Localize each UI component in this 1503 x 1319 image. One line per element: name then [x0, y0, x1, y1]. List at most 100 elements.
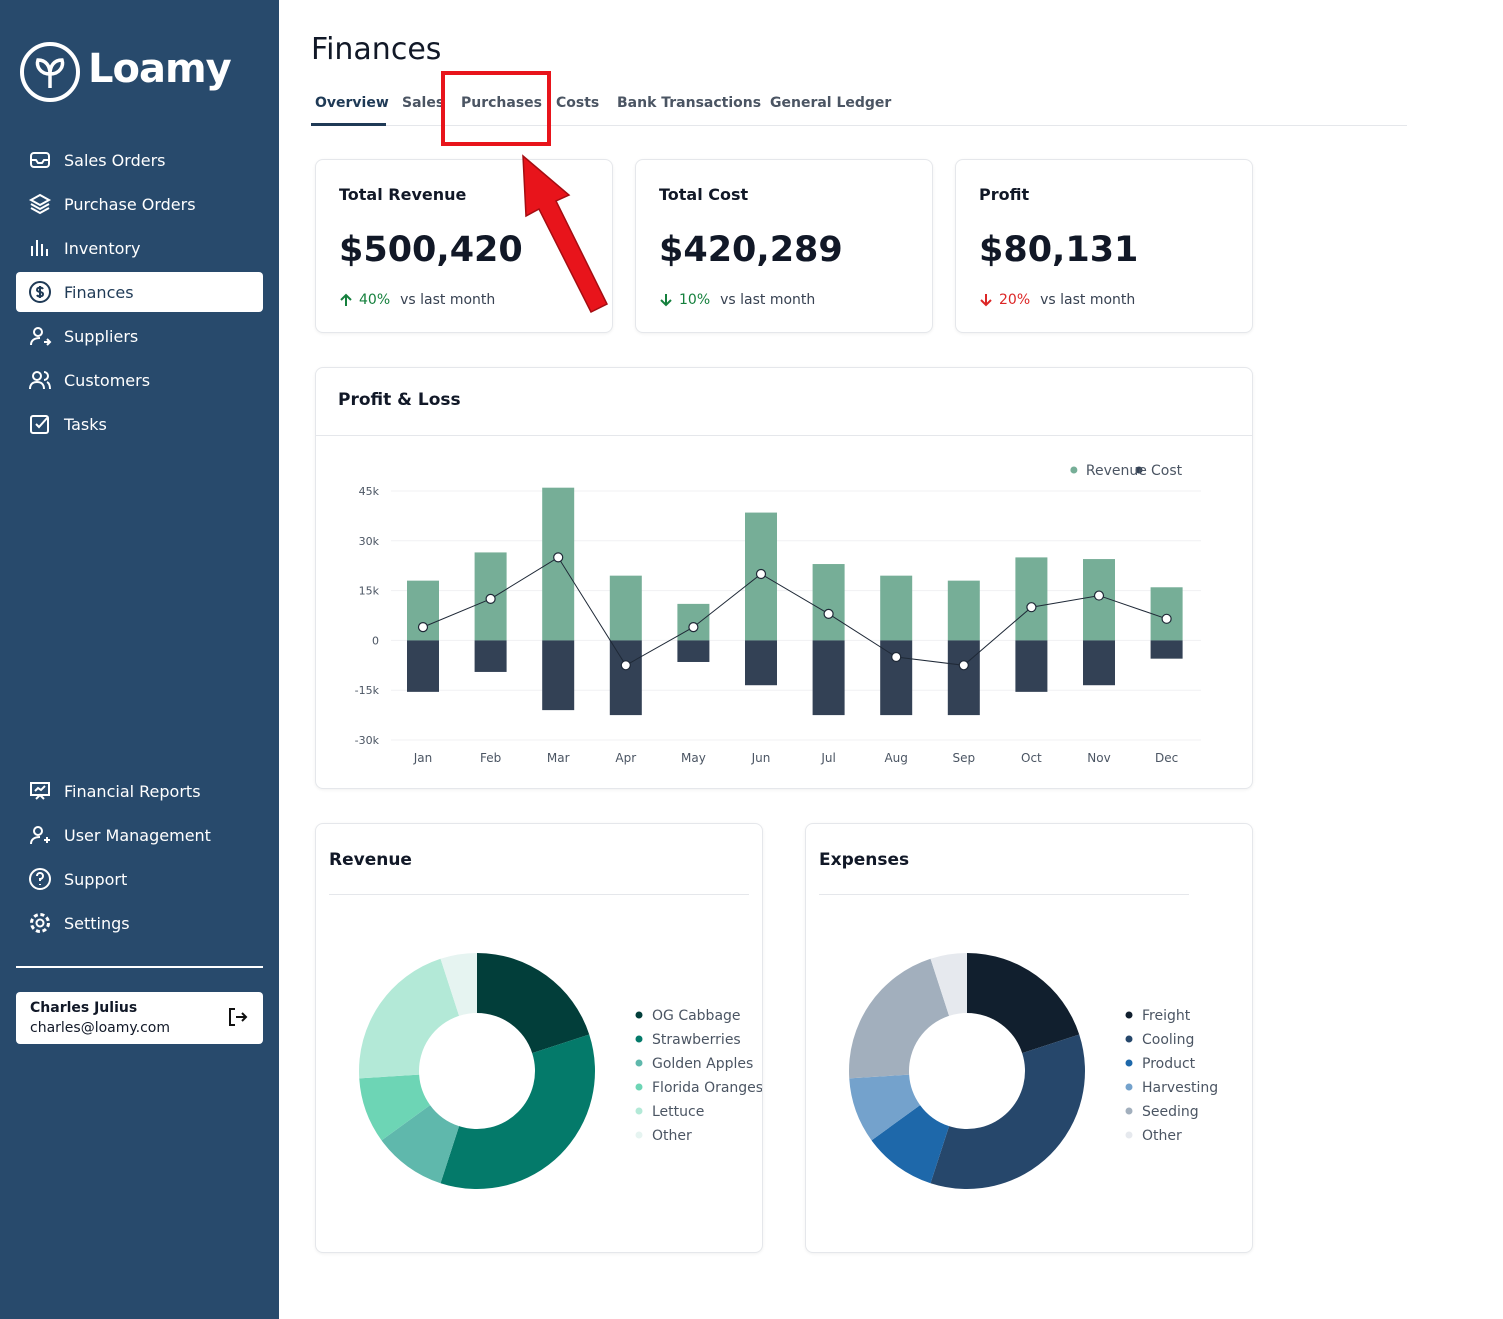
logo-icon	[20, 42, 80, 102]
kpi-label: Total Cost	[659, 185, 749, 204]
x-tick-label: Jul	[820, 751, 835, 765]
legend-label: Freight	[1142, 1008, 1191, 1024]
nav-item[interactable]: Financial Reports	[16, 771, 263, 811]
x-tick-label: Oct	[1021, 751, 1042, 765]
nav-label: Financial Reports	[64, 781, 201, 801]
nav-item[interactable]: Inventory	[16, 228, 263, 268]
bar	[677, 640, 710, 662]
bar	[1015, 557, 1048, 641]
nav-item[interactable]: Purchase Orders	[16, 184, 263, 224]
bar	[1150, 640, 1183, 659]
bar-chart: 45k 30k 15k 0 -15k -30k Jan Feb Mar Apr May Jun Jul A…	[355, 463, 1201, 765]
nav-label: Settings	[64, 913, 130, 933]
nav-item[interactable]: Customers	[16, 360, 263, 400]
legend-label: Cooling	[1142, 1032, 1194, 1048]
kpi-value: $500,420	[339, 230, 523, 270]
expenses-card: Expenses Freight Cooling Product Harvesting…	[805, 823, 1253, 1253]
legend-label: Golden Apples	[652, 1056, 753, 1072]
nav-item[interactable]: Tasks	[16, 404, 263, 444]
nav-label: Purchase Orders	[64, 194, 196, 214]
tab[interactable]: Overview	[315, 95, 389, 111]
nav-label: Suppliers	[64, 326, 139, 346]
donut-slice	[477, 953, 590, 1054]
x-tick-label: Mar	[547, 751, 570, 765]
donut-slice	[440, 1034, 595, 1189]
y-tick-label: 30k	[359, 535, 380, 548]
line-point	[485, 593, 496, 604]
nav-label: Support	[64, 869, 128, 889]
donut-slice	[930, 1034, 1085, 1189]
legend-marker	[1125, 1059, 1133, 1067]
bar	[542, 640, 575, 711]
line	[422, 556, 1167, 666]
legend-label: Other	[652, 1128, 692, 1144]
tab[interactable]: Costs	[556, 95, 600, 111]
donut-slice	[359, 1074, 431, 1141]
bar	[880, 575, 913, 641]
card-title: Revenue	[329, 850, 412, 870]
change-note: vs last month	[400, 292, 496, 308]
change-note: vs last month	[1040, 292, 1136, 308]
donut-slice	[359, 958, 460, 1079]
nav-item[interactable]: User Management	[16, 815, 263, 855]
page-title: Finances	[311, 32, 442, 67]
line-point	[417, 622, 429, 633]
x-tick-label: Feb	[480, 751, 501, 765]
revenue-card: Revenue OG Cabbage Strawberries Golden App…	[315, 823, 763, 1253]
bar	[1015, 640, 1048, 692]
legend-marker	[635, 1083, 643, 1091]
donut-slice	[967, 953, 1080, 1054]
tab[interactable]: Bank Transactions	[617, 95, 762, 111]
y-tick-label: 45k	[359, 485, 380, 498]
brand: Loamy	[88, 46, 232, 92]
y-tick-label: 15k	[359, 585, 380, 598]
legend-marker	[1125, 1083, 1133, 1091]
x-tick-label: Sep	[952, 751, 975, 765]
tab[interactable]: Purchases	[461, 95, 543, 111]
donut-slice	[849, 958, 950, 1079]
card-title: Expenses	[819, 850, 910, 870]
tab[interactable]: General Ledger	[770, 95, 892, 111]
legend-marker	[1125, 1011, 1133, 1019]
nav-item[interactable]: Finances	[16, 272, 263, 312]
nav-item[interactable]: Settings	[16, 903, 263, 943]
kpi-value: $420,289	[659, 230, 843, 270]
bar	[880, 640, 913, 716]
legend-label: OG Cabbage	[652, 1008, 741, 1024]
line-point	[755, 568, 767, 580]
change-note: vs last month	[720, 292, 816, 308]
legend-marker	[1135, 466, 1143, 474]
donut-chart: OG Cabbage Strawberries Golden Apples Flori…	[359, 953, 762, 1189]
logout-button[interactable]	[226, 1006, 248, 1028]
donut-slice	[930, 953, 967, 1016]
kpi-label: Total Revenue	[339, 185, 467, 204]
divider	[16, 966, 263, 968]
donut-slice	[440, 953, 477, 1016]
nav-item[interactable]: Suppliers	[16, 316, 263, 356]
nav-label: Inventory	[64, 238, 141, 258]
y-tick-label: -30k	[355, 734, 380, 747]
tab-divider	[311, 125, 1407, 126]
kpi-card: Total Cost $420,289 10% vs last month	[635, 159, 933, 333]
x-tick-label: Nov	[1087, 751, 1110, 765]
x-tick-label: Jun	[751, 751, 771, 765]
bar	[812, 640, 845, 716]
x-tick-label: Aug	[884, 751, 907, 765]
x-tick-label: May	[681, 751, 706, 765]
line-point	[553, 552, 564, 563]
legend-marker	[1125, 1107, 1133, 1115]
nav-label: Tasks	[64, 414, 107, 434]
legend-label: Florida Oranges	[652, 1080, 762, 1096]
profit-loss-card: Profit & Loss 45k 30k 15k 0 -15k -30k Jan Feb Ma…	[315, 367, 1253, 789]
sidebar: Loamy Sales Orders Purchase Orders Inven…	[0, 0, 279, 1319]
legend-label: Strawberries	[652, 1032, 741, 1048]
nav-item[interactable]: Sales Orders	[16, 140, 263, 180]
donut-slice	[381, 1105, 460, 1184]
nav-item[interactable]: Support	[16, 859, 263, 899]
bar	[609, 640, 642, 716]
y-tick-label: 0	[372, 634, 379, 647]
tab[interactable]: Sales	[402, 95, 445, 111]
legend-label: Other	[1142, 1128, 1182, 1144]
kpi-card: Profit $80,131 20% vs last month	[955, 159, 1253, 333]
